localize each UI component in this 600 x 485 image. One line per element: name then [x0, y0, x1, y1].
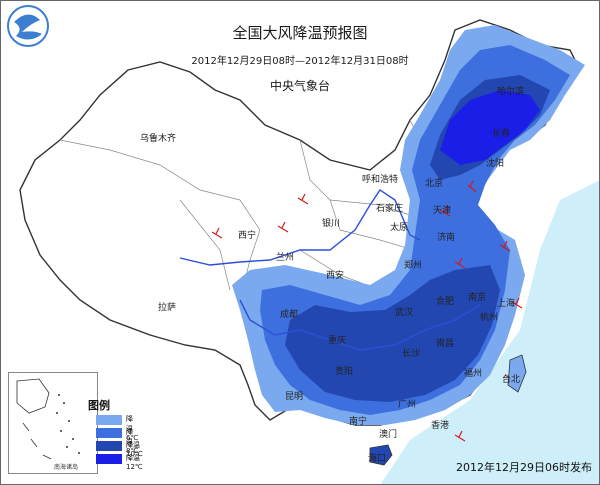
zone-12 — [440, 90, 540, 165]
city-label-changsha: 长沙 — [402, 349, 421, 359]
city-label-zhengzhou: 郑州 — [404, 261, 423, 271]
city-label-shijiazhuang: 石家庄 — [376, 204, 404, 214]
city-label-taibei: 台北 — [502, 375, 521, 385]
city-label-nanchang: 南昌 — [436, 339, 455, 349]
cooling-zones — [232, 25, 585, 425]
legend-label-12: 降温12℃ — [126, 454, 143, 471]
city-label-nanning: 南宁 — [349, 417, 368, 427]
legend-label-8: 降温8℃ — [126, 428, 139, 455]
city-label-yinchuan: 银川 — [322, 219, 341, 229]
city-label-huhehaote: 呼和浩特 — [362, 175, 399, 185]
city-label-fuzhou: 福州 — [464, 369, 483, 379]
city-label-tianjin: 天津 — [433, 206, 452, 216]
issuer-label: 中央气象台 — [269, 79, 330, 93]
city-label-lasa: 拉萨 — [158, 303, 177, 313]
legend-label-10: 降温10℃ — [126, 441, 143, 458]
inset-map — [16, 378, 80, 460]
city-label-shanghai: 上海 — [497, 299, 516, 309]
map-title: 全国大风降温预报图 — [232, 24, 368, 42]
city-label-chongqing: 重庆 — [328, 336, 347, 346]
city-label-hefei: 合肥 — [436, 297, 455, 307]
city-label-xian: 西安 — [326, 271, 345, 281]
taiwan-island — [507, 354, 527, 393]
city-label-guangzhou: 广州 — [398, 400, 417, 410]
legend-title: 图例 — [88, 399, 110, 412]
city-label-guiyang: 贵阳 — [335, 367, 354, 377]
rivers — [179, 189, 481, 351]
city-label-wuhan: 武汉 — [395, 308, 414, 318]
city-label-jinan: 济南 — [437, 233, 456, 243]
city-label-lanzhou: 兰州 — [276, 253, 295, 263]
legend-swatch-12 — [96, 454, 122, 464]
city-label-nanjing: 南京 — [468, 293, 487, 303]
sea-area — [380, 0, 600, 485]
city-label-kunming: 昆明 — [285, 392, 304, 402]
city-label-haerbin: 哈尔滨 — [497, 87, 525, 97]
city-label-haikou: 海口 — [368, 454, 387, 464]
issue-time: 2012年12月29日06时发布 — [456, 461, 592, 474]
city-label-xining: 西宁 — [238, 231, 257, 241]
city-label-hangzhou: 杭州 — [480, 313, 499, 323]
legend-label-6: 降温6℃ — [126, 415, 139, 442]
cma-logo — [7, 5, 49, 47]
city-label-taiyuan: 太原 — [390, 223, 409, 233]
hainan-island — [369, 444, 393, 466]
city-label-changchun: 长春 — [492, 129, 511, 139]
legend-swatch-6 — [96, 415, 122, 425]
inset-label: 南海诸岛 — [54, 464, 79, 471]
city-label-wulumuqi: 乌鲁木齐 — [140, 134, 177, 144]
map-subtitle: 2012年12月29日08时—2012年12月31日08时 — [191, 56, 409, 67]
city-label-shenyang: 沈阳 — [486, 159, 505, 169]
city-label-aomen: 澳门 — [379, 430, 398, 440]
city-label-xianggang: 香港 — [431, 421, 450, 431]
south-china-sea-inset — [8, 372, 98, 474]
city-label-beijing: 北京 — [425, 179, 444, 189]
city-label-chengdu: 成都 — [280, 310, 299, 320]
legend-swatch-10 — [96, 441, 122, 451]
legend-swatch-8 — [96, 428, 122, 438]
